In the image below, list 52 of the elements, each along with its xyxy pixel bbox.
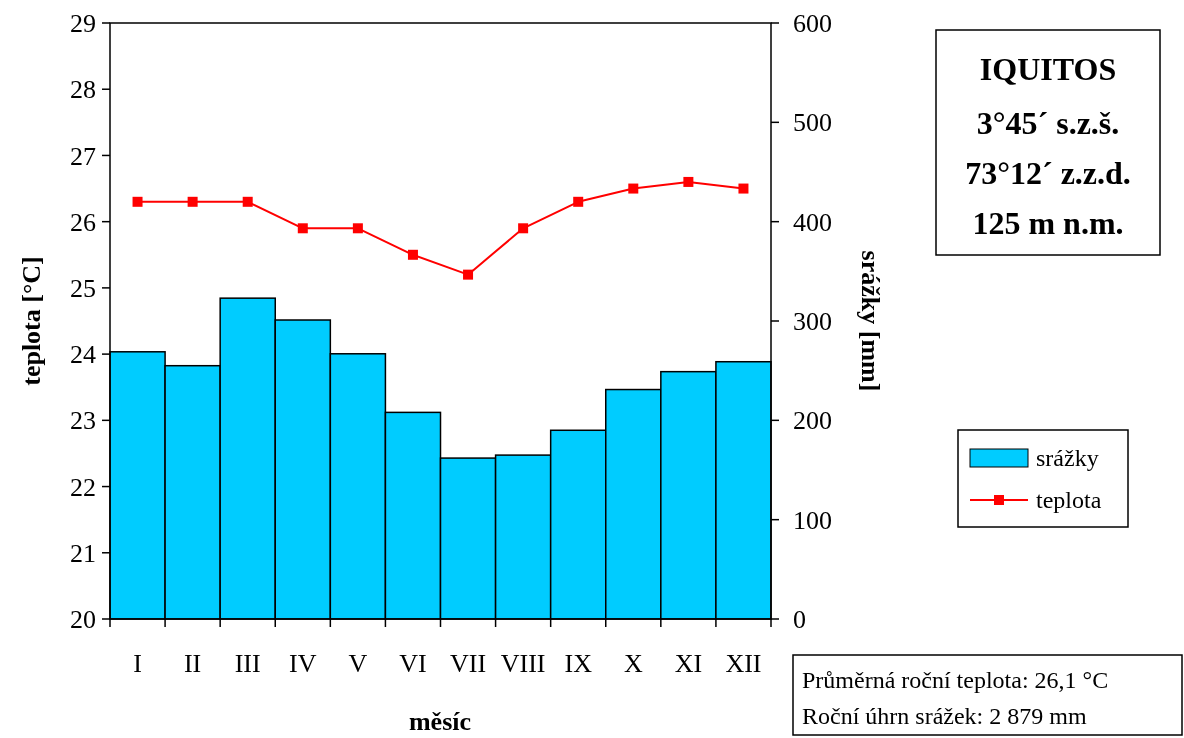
y-tick-label: 20	[70, 605, 96, 635]
point	[352, 223, 363, 234]
point	[628, 183, 639, 194]
y-tick-label: 26	[70, 207, 96, 237]
x-tick-label: V	[348, 649, 368, 678]
x-tick-label: VIII	[500, 649, 546, 678]
y2-tick-label: 400	[793, 207, 832, 237]
point	[297, 223, 308, 234]
y2-axis-title: srážky [mm]	[856, 250, 885, 392]
x-tick-label: XI	[674, 649, 703, 678]
y2-tick-label: 600	[793, 9, 832, 39]
y2-tick-label: 0	[793, 605, 806, 635]
y-tick-label: 24	[70, 340, 96, 370]
point	[407, 249, 418, 260]
y2-tick-label: 500	[793, 108, 832, 138]
point	[463, 269, 474, 280]
y-tick-label: 28	[70, 75, 96, 105]
y-tick-label: 29	[70, 9, 96, 39]
legend-label: srážky	[1036, 445, 1099, 472]
x-tick-label: II	[183, 649, 202, 678]
y-tick-label: 22	[70, 472, 96, 502]
x-tick-label: I	[133, 649, 142, 678]
text: 73°12´ z.z.d.	[965, 155, 1131, 191]
x-tick-label: IV	[289, 649, 317, 678]
x-tick-label: III	[234, 649, 261, 678]
point	[187, 196, 198, 207]
x-tick-label: VII	[449, 649, 487, 678]
x-tick-label: VI	[399, 649, 427, 678]
legend-label: teplota	[1036, 487, 1102, 514]
y2-tick-label: 100	[793, 505, 832, 535]
point	[132, 196, 143, 207]
text: Roční úhrn srážek: 2 879 mm	[802, 703, 1087, 729]
text: 3°45´ s.z.š.	[976, 105, 1120, 141]
y-axis-title: teplota [°C]	[17, 256, 46, 386]
text: Průměrná roční teplota: 26,1 °C	[802, 667, 1109, 693]
y2-tick-label: 200	[793, 406, 832, 436]
point	[242, 196, 253, 207]
x-tick-label: IX	[564, 649, 593, 678]
x-tick-label: X	[623, 649, 643, 678]
y-tick-label: 27	[70, 141, 96, 171]
point	[738, 183, 749, 194]
point	[683, 176, 694, 187]
text: 125 m n.m.	[972, 205, 1124, 241]
y2-tick-label: 300	[793, 307, 832, 337]
x-axis-title: měsíc	[408, 707, 472, 736]
x-tick-label: XII	[725, 649, 762, 678]
point	[518, 223, 529, 234]
point	[573, 196, 584, 207]
y-tick-label: 23	[70, 406, 96, 436]
y-tick-label: 21	[70, 538, 96, 568]
y-tick-label: 25	[70, 273, 96, 303]
text: IQUITOS	[979, 51, 1117, 87]
